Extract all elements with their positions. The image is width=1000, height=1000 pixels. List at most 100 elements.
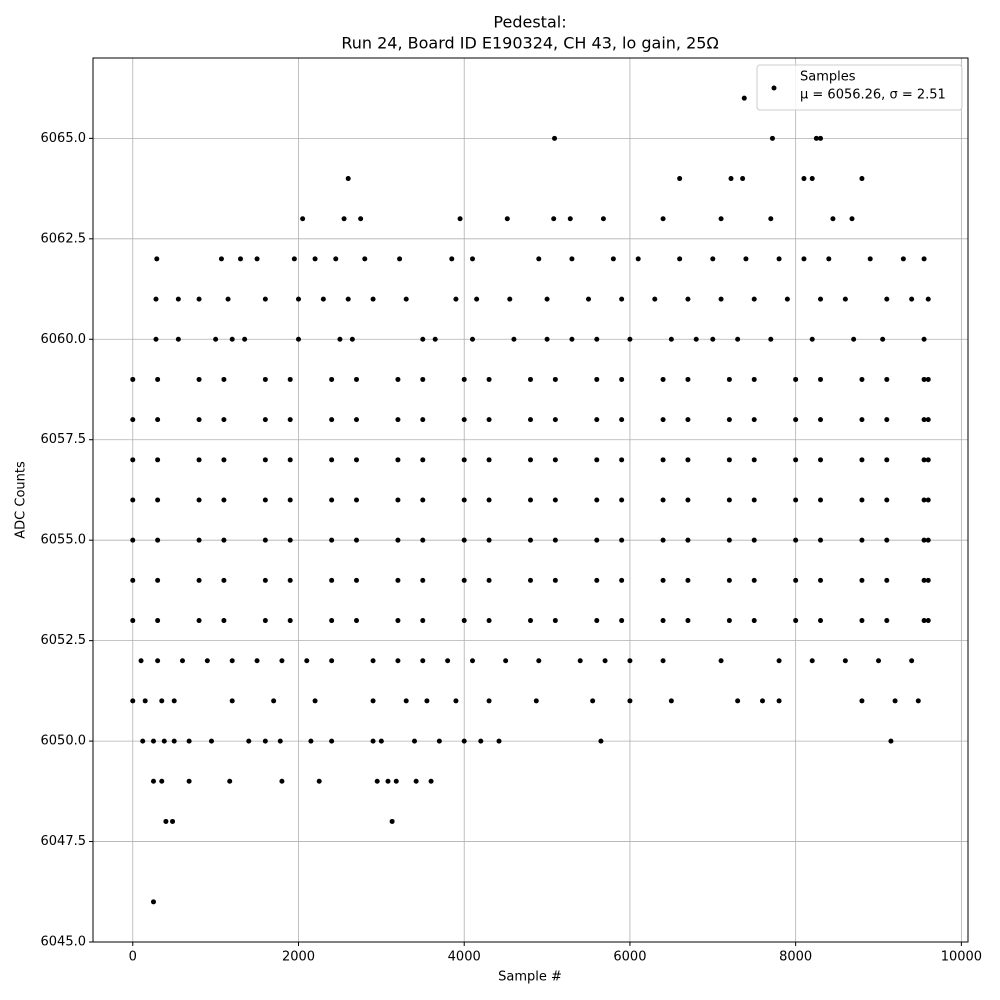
point [150,778,156,784]
point [536,256,542,262]
point [262,618,268,624]
point [511,336,517,342]
point [420,376,426,382]
point [353,618,359,624]
point [155,658,161,664]
point [594,417,600,423]
x-tick-label: 0 [129,950,137,965]
point [262,376,268,382]
point [333,256,339,262]
point [685,618,691,624]
point [859,176,865,182]
point [287,417,293,423]
point [469,336,475,342]
point [287,618,293,624]
point [818,577,824,583]
point [208,738,214,744]
point [329,738,335,744]
x-tick-label: 6000 [613,950,646,965]
point [793,457,799,463]
point [528,417,533,423]
point [809,176,815,182]
point [925,497,931,503]
point [449,256,455,262]
point [420,417,426,423]
point [784,296,790,302]
point [403,296,409,302]
point [627,698,633,704]
point [660,618,666,624]
point [915,698,921,704]
point [900,256,906,262]
point [876,658,882,664]
point [533,698,539,704]
point [660,497,666,503]
point [329,376,335,382]
point [179,658,185,664]
point [461,457,467,463]
point [186,738,192,744]
point [921,376,927,382]
point [726,376,732,382]
point [486,698,492,704]
plot-frame [92,57,969,943]
point [801,176,807,182]
point [155,577,161,583]
point [130,457,136,463]
point [130,497,136,503]
point [138,658,144,664]
point [528,618,533,624]
point [341,216,347,222]
point [262,497,268,503]
point [776,256,782,262]
point [395,497,401,503]
point [287,376,293,382]
point [619,618,625,624]
point [329,577,335,583]
point [594,336,600,342]
point [221,618,227,624]
point [159,698,165,704]
point [726,537,732,543]
point [155,497,161,503]
point [627,336,633,342]
point [155,618,161,624]
point [161,738,167,744]
point [486,618,492,624]
point [353,376,359,382]
point [536,658,542,664]
point [586,296,592,302]
point [395,577,401,583]
legend-box [756,64,963,111]
point [600,216,606,222]
point [726,417,732,423]
point [685,577,691,583]
point [469,658,475,664]
point [370,698,376,704]
point [921,537,927,543]
point [130,376,136,382]
point [378,738,384,744]
point [130,618,136,624]
point [884,577,890,583]
point [453,296,459,302]
point [627,658,633,664]
point [726,497,732,503]
point [718,216,724,222]
point [710,336,716,342]
point [594,497,600,503]
point [395,417,401,423]
point [420,618,426,624]
point [171,738,177,744]
point [610,256,616,262]
point [569,336,575,342]
point [859,698,865,704]
point [246,738,252,744]
point [793,497,799,503]
point [395,618,401,624]
point [577,658,583,664]
point [884,376,890,382]
point [320,296,326,302]
point [445,658,451,664]
